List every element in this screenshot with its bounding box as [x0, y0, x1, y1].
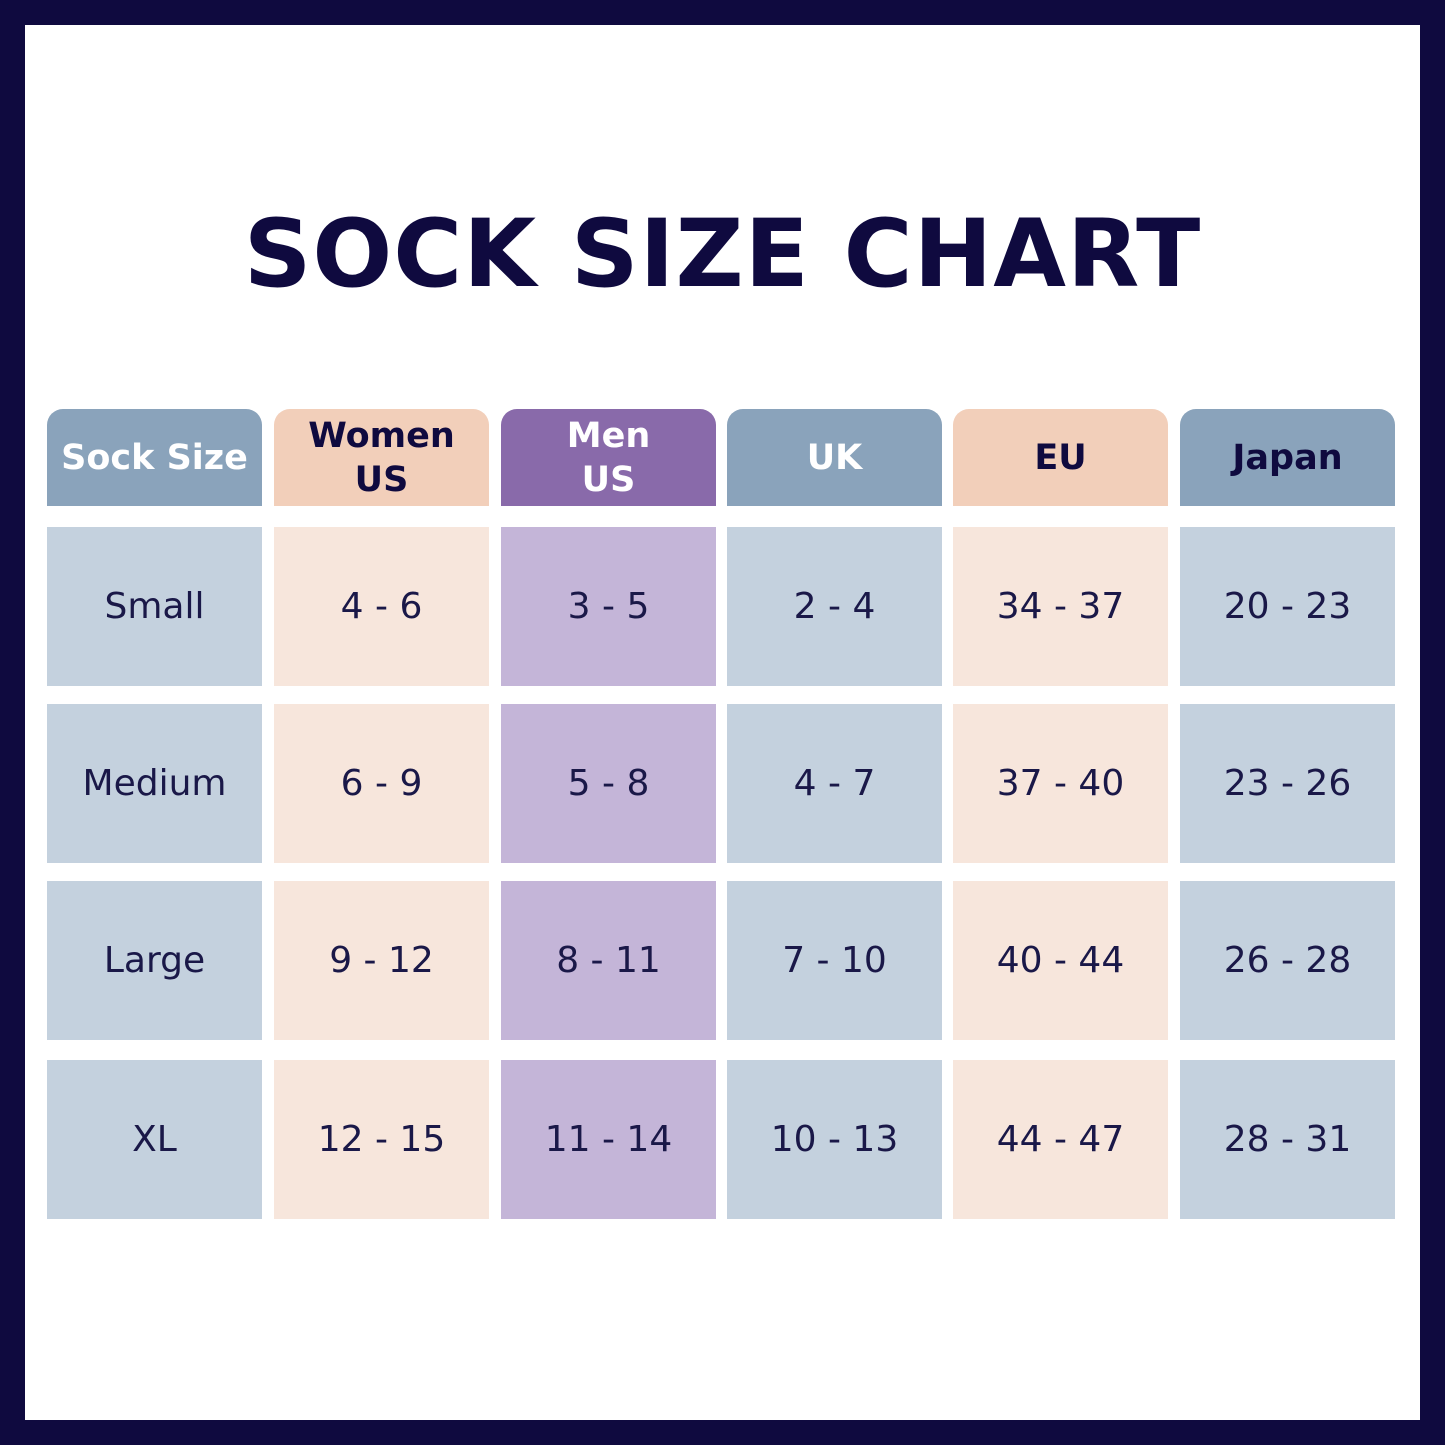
column-header-label: EU [1034, 437, 1087, 478]
column-header-japan: Japan [1180, 409, 1395, 506]
column-header-label: Women [308, 415, 455, 456]
table-cell-japan: 20 - 23 [1180, 527, 1395, 686]
table-cell-uk: 10 - 13 [727, 1060, 942, 1219]
table-cell-women-us: 6 - 9 [274, 704, 489, 863]
table-cell-uk: 2 - 4 [727, 527, 942, 686]
column-header-sock-size: Sock Size [47, 409, 262, 506]
table-cell-japan: 26 - 28 [1180, 881, 1395, 1040]
table-cell-women-us: 9 - 12 [274, 881, 489, 1040]
column-header-men-us: Men US [501, 409, 716, 506]
table-cell-men-us: 3 - 5 [501, 527, 716, 686]
table-cell-uk: 4 - 7 [727, 704, 942, 863]
table-cell-sock-size: Large [47, 881, 262, 1040]
column-header-label: UK [806, 437, 863, 478]
table-cell-japan: 28 - 31 [1180, 1060, 1395, 1219]
column-header-eu: EU [953, 409, 1168, 506]
column-header-uk: UK [727, 409, 942, 506]
column-header-label: Men [566, 415, 651, 456]
table-cell-women-us: 12 - 15 [274, 1060, 489, 1219]
column-header-label: US [354, 459, 409, 500]
table-cell-sock-size: XL [47, 1060, 262, 1219]
table-cell-eu: 37 - 40 [953, 704, 1168, 863]
table-cell-japan: 23 - 26 [1180, 704, 1395, 863]
table-cell-uk: 7 - 10 [727, 881, 942, 1040]
column-header-label: US [581, 459, 636, 500]
chart-title: SOCK SIZE CHART [243, 200, 1202, 309]
table-cell-eu: 34 - 37 [953, 527, 1168, 686]
table-cell-men-us: 5 - 8 [501, 704, 716, 863]
table-cell-men-us: 11 - 14 [501, 1060, 716, 1219]
table-cell-men-us: 8 - 11 [501, 881, 716, 1040]
table-cell-sock-size: Small [47, 527, 262, 686]
table-cell-eu: 40 - 44 [953, 881, 1168, 1040]
column-header-label: Sock Size [61, 437, 248, 478]
column-header-women-us: Women US [274, 409, 489, 506]
table-cell-women-us: 4 - 6 [274, 527, 489, 686]
column-header-label: Japan [1232, 437, 1343, 478]
table-cell-sock-size: Medium [47, 704, 262, 863]
table-cell-eu: 44 - 47 [953, 1060, 1168, 1219]
